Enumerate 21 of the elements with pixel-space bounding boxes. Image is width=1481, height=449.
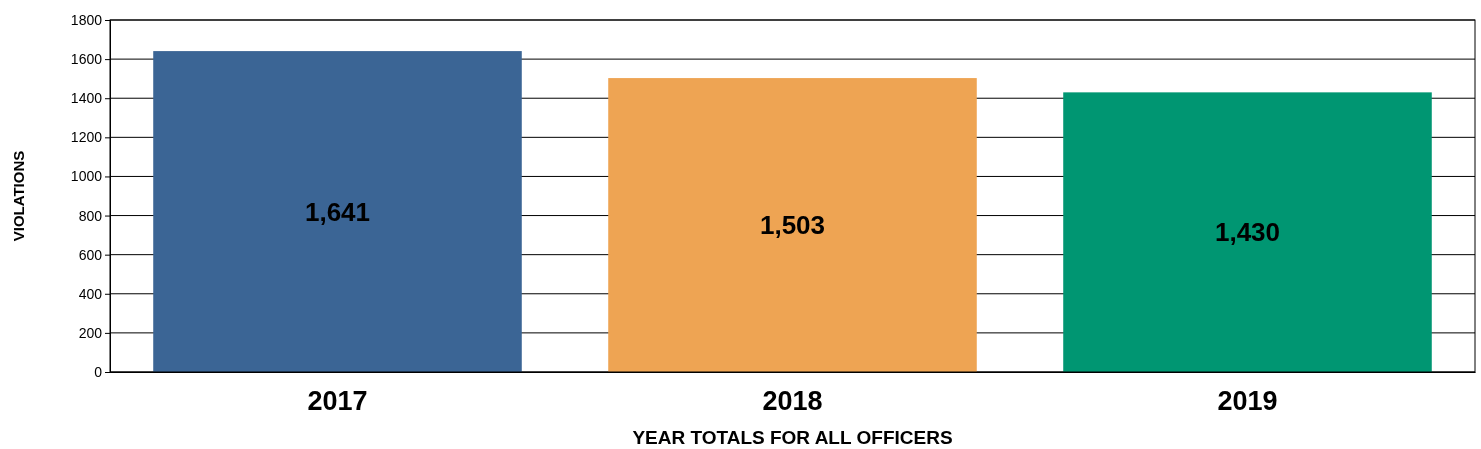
data-label: 1,641 bbox=[304, 196, 371, 227]
y-tick-label: 1800 bbox=[70, 11, 103, 28]
bar bbox=[1063, 92, 1432, 372]
y-tick-label: 0 bbox=[94, 363, 103, 380]
y-tick-label: 400 bbox=[78, 285, 103, 302]
y-tick-label: 1600 bbox=[70, 51, 103, 68]
x-axis-title: YEAR TOTALS FOR ALL OFFICERS bbox=[632, 427, 953, 448]
x-tick-label: 2019 bbox=[1217, 386, 1278, 417]
y-tick-label: 1000 bbox=[70, 168, 103, 185]
y-tick-label: 1400 bbox=[70, 90, 103, 107]
data-label: 1,503 bbox=[759, 210, 826, 241]
x-tick-label: 2018 bbox=[762, 386, 823, 417]
bar bbox=[153, 51, 522, 372]
data-label: 1,430 bbox=[1214, 217, 1281, 248]
y-tick-label: 800 bbox=[78, 207, 103, 224]
y-tick-label: 600 bbox=[78, 246, 103, 263]
y-axis-title: VIOLATIONS bbox=[10, 150, 27, 242]
x-tick-label: 2017 bbox=[307, 386, 368, 417]
y-tick-label: 1200 bbox=[70, 129, 103, 146]
y-tick-label: 200 bbox=[78, 324, 103, 341]
bar bbox=[608, 78, 977, 372]
